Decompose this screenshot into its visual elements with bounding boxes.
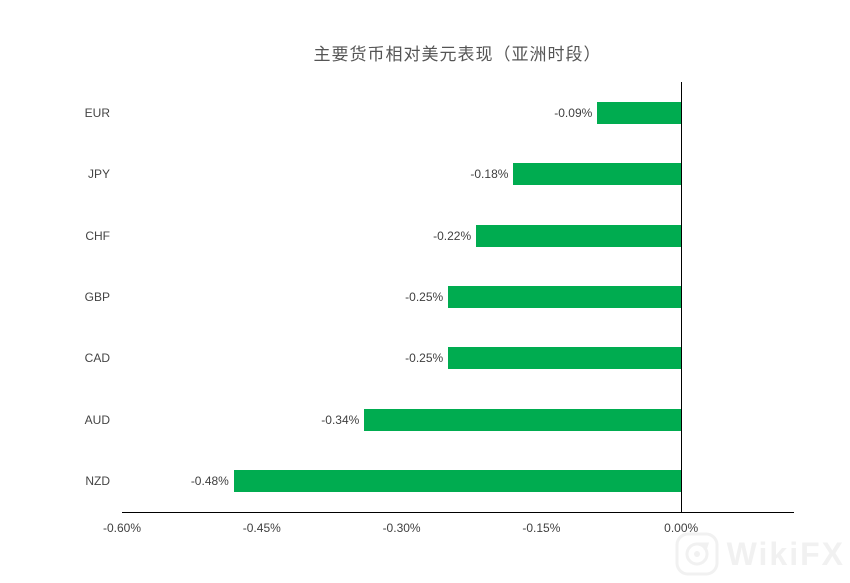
bar-jpy <box>513 163 682 186</box>
category-label-eur: EUR <box>84 105 110 120</box>
category-label-jpy: JPY <box>87 167 110 182</box>
category-label-gbp: GBP <box>84 290 110 304</box>
value-label-eur: -0.09% <box>554 105 593 120</box>
value-label-jpy: -0.18% <box>470 167 509 182</box>
bar-chf <box>476 224 682 247</box>
wikifx-watermark: WikiFX <box>675 532 845 576</box>
x-tick-label-3: -0.15% <box>522 521 561 535</box>
category-label-nzd: NZD <box>85 474 110 489</box>
value-label-gbp: -0.25% <box>405 290 444 304</box>
x-tick-label-0: -0.60% <box>102 521 142 535</box>
bar-eur <box>597 101 682 124</box>
value-label-nzd: -0.48% <box>190 474 229 489</box>
bar-aud <box>364 408 682 431</box>
category-label-aud: AUD <box>84 412 110 427</box>
chart-title: 主要货币相对美元表现（亚洲时段） <box>313 45 602 64</box>
category-label-cad: CAD <box>84 351 110 366</box>
category-axis-line <box>122 512 794 513</box>
x-tick-label-2: -0.30% <box>382 521 421 535</box>
value-axis-line <box>681 82 682 513</box>
value-label-cad: -0.25% <box>405 351 444 366</box>
value-label-chf: -0.22% <box>433 228 472 243</box>
bar-cad <box>448 347 682 370</box>
wikifx-logo-icon <box>675 532 719 576</box>
bar-nzd <box>233 470 682 493</box>
value-label-aud: -0.34% <box>321 412 360 427</box>
wikifx-watermark-text: WikiFX <box>726 536 845 572</box>
bar-gbp <box>448 286 682 308</box>
x-tick-label-4: 0.00% <box>664 521 699 535</box>
x-tick-label-1: -0.45% <box>242 521 281 535</box>
category-label-chf: CHF <box>85 228 110 243</box>
